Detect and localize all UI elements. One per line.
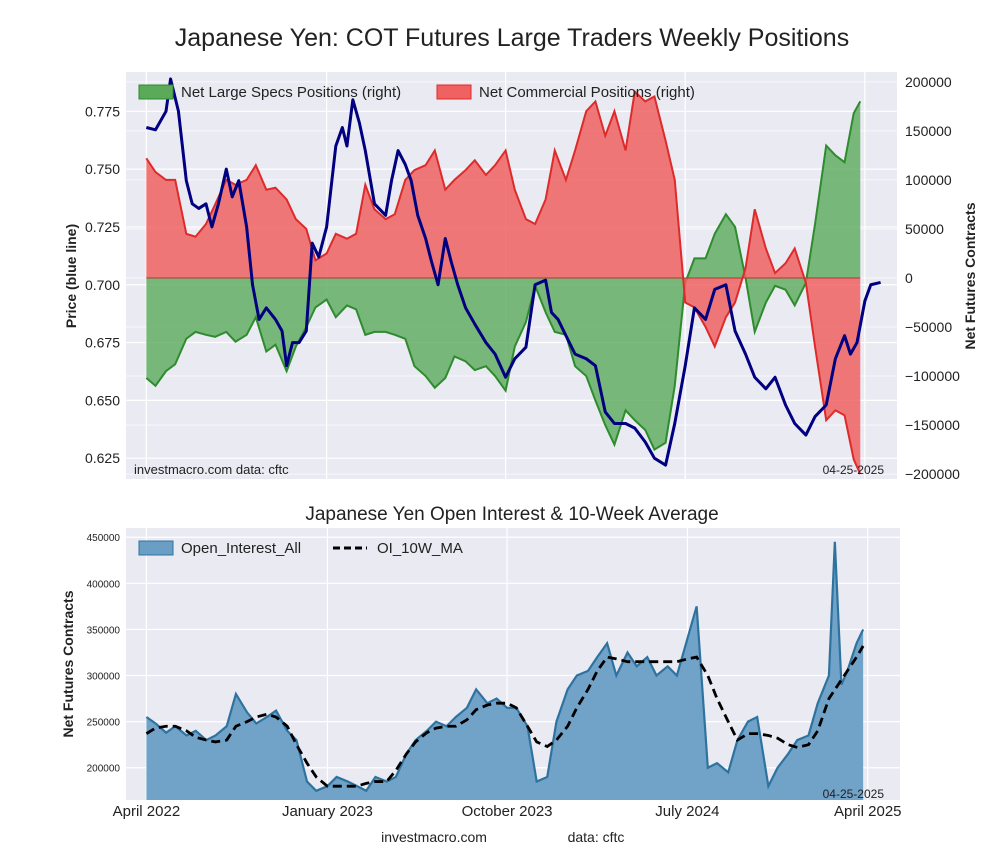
top-date-note: 04-25-2025: [823, 463, 885, 477]
net-commercial-line: [145, 89, 862, 475]
net-contracts-axis-label: Net Futures Contracts: [962, 202, 978, 349]
open-interest-tick-label: 400000: [87, 579, 121, 590]
date-tick-label: October 2023: [462, 803, 553, 820]
price-tick-label: 0.700: [85, 277, 120, 293]
bottom-y-axis-ticks: 200000 250000 300000 350000 400000 450000: [87, 533, 121, 775]
net-contracts-tick-label: 150000: [905, 123, 952, 139]
legend-label-commercial: Net Commercial Positions (right): [479, 84, 695, 101]
legend-label-specs: Net Large Specs Positions (right): [181, 84, 401, 101]
open-interest-tick-label: 300000: [87, 672, 121, 683]
top-left-axis-ticks: 0.625 0.650 0.675 0.700 0.725 0.750 0.775: [85, 103, 120, 466]
net-contracts-tick-label: −100000: [905, 368, 960, 384]
open-interest-axis-label: Net Futures Contracts: [60, 590, 76, 737]
net-contracts-tick-label: 100000: [905, 172, 952, 188]
price-axis-label: Price (blue line): [63, 224, 79, 328]
legend-swatch-open-interest: [138, 540, 174, 556]
open-interest-tick-label: 350000: [87, 625, 121, 636]
open-interest-tick-label: 250000: [87, 718, 121, 729]
net-contracts-tick-label: 0: [905, 270, 913, 286]
price-tick-label: 0.675: [85, 335, 120, 351]
net-contracts-tick-label: −200000: [905, 466, 960, 482]
legend-swatch-commercial: [436, 84, 472, 100]
price-tick-label: 0.750: [85, 161, 120, 177]
footer-site: investmacro.com: [381, 829, 487, 845]
price-tick-label: 0.650: [85, 392, 120, 408]
legend-label-moving-average: OI_10W_MA: [377, 540, 463, 557]
net-contracts-tick-label: −50000: [905, 319, 952, 335]
date-tick-label: January 2023: [282, 803, 373, 820]
legend-swatch-specs: [138, 84, 174, 100]
legend-label-open-interest: Open_Interest_All: [181, 540, 301, 557]
date-tick-label: July 2024: [655, 803, 719, 820]
open-interest-tick-label: 450000: [87, 533, 121, 544]
date-tick-label: April 2025: [834, 803, 902, 820]
net-contracts-tick-label: 200000: [905, 74, 952, 90]
open-interest-title: Japanese Yen Open Interest & 10-Week Ave…: [305, 504, 718, 525]
bottom-legend: Open_Interest_All OI_10W_MA: [138, 540, 463, 557]
top-right-axis-ticks: −200000 −150000 −100000 −50000 0 50000 100000 1…: [905, 74, 960, 482]
chart-title: Japanese Yen: COT Futures Large Traders …: [175, 24, 849, 52]
price-series-line: [145, 77, 881, 467]
net-large-specs-area: [146, 101, 861, 450]
date-tick-label: April 2022: [113, 803, 181, 820]
open-interest-line: [145, 541, 865, 793]
top-source-note: investmacro.com data: cftc: [134, 462, 289, 477]
top-legend: Net Large Specs Positions (right) Net Co…: [138, 84, 695, 101]
net-commercial-area: [146, 91, 861, 475]
top-price-line: [145, 77, 881, 467]
bottom-date-note: 04-25-2025: [823, 787, 885, 801]
net-contracts-tick-label: 50000: [905, 221, 944, 237]
footer-data-source: data: cftc: [568, 829, 625, 845]
open-interest-fill: [146, 541, 864, 800]
price-tick-label: 0.725: [85, 219, 120, 235]
open-interest-area: [145, 541, 865, 800]
bottom-x-axis-ticks: April 2022 January 2023 October 2023 July 2…: [113, 803, 902, 820]
price-tick-label: 0.625: [85, 450, 120, 466]
top-position-areas: [145, 89, 862, 475]
open-interest-tick-label: 200000: [87, 764, 121, 775]
price-tick-label: 0.775: [85, 103, 120, 119]
net-contracts-tick-label: −150000: [905, 417, 960, 433]
